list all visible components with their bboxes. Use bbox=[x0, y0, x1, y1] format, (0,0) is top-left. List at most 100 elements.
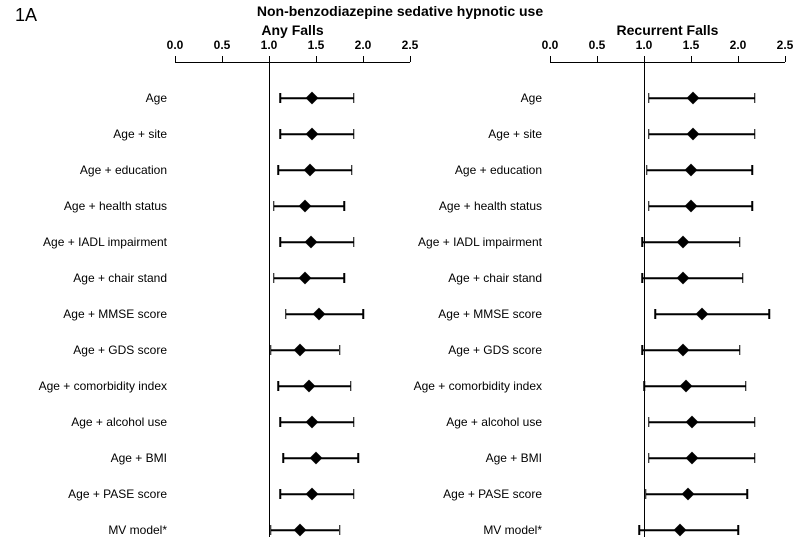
ci-cap-high bbox=[751, 201, 753, 211]
point-estimate-marker bbox=[310, 452, 323, 465]
row-label: Age + BMI bbox=[111, 451, 175, 465]
forest-row: Age + MMSE score bbox=[175, 304, 410, 324]
tick bbox=[363, 56, 364, 62]
ci-cap-high bbox=[754, 129, 756, 139]
tick-label: 0.5 bbox=[589, 38, 606, 52]
row-label: Age + health status bbox=[64, 199, 175, 213]
forest-row: Age + GDS score bbox=[175, 340, 410, 360]
ci-cap-low bbox=[648, 129, 650, 139]
ci-cap-high bbox=[353, 93, 355, 103]
ci-cap-high bbox=[754, 417, 756, 427]
point-estimate-marker bbox=[306, 416, 319, 429]
forest-row: Age + IADL impairment bbox=[175, 232, 410, 252]
point-estimate-marker bbox=[306, 92, 319, 105]
ci-cap-low bbox=[285, 309, 287, 319]
row-label: MV model* bbox=[483, 523, 550, 537]
ci-cap-high bbox=[358, 453, 360, 463]
row-label: Age + MMSE score bbox=[438, 307, 550, 321]
plot-area: 0.00.51.01.52.02.5AgeAge + siteAge + edu… bbox=[550, 42, 785, 537]
forest-row: Age + health status bbox=[550, 196, 785, 216]
point-estimate-marker bbox=[298, 200, 311, 213]
tick-label: 1.5 bbox=[308, 38, 325, 52]
point-estimate-marker bbox=[687, 128, 700, 141]
ci-line bbox=[642, 241, 740, 243]
row-label: Age bbox=[146, 91, 175, 105]
point-estimate-marker bbox=[680, 380, 693, 393]
point-estimate-marker bbox=[304, 164, 317, 177]
ci-line bbox=[649, 97, 755, 99]
x-axis bbox=[550, 62, 785, 63]
tick-label: 2.0 bbox=[355, 38, 372, 52]
forest-row: Age + PASE score bbox=[550, 484, 785, 504]
ci-line bbox=[649, 205, 752, 207]
point-estimate-marker bbox=[686, 416, 699, 429]
row-label: Age + MMSE score bbox=[63, 307, 175, 321]
row-label: Age + education bbox=[455, 163, 550, 177]
forest-row: Age + site bbox=[550, 124, 785, 144]
tick bbox=[691, 56, 692, 62]
forest-row: Age + alcohol use bbox=[175, 412, 410, 432]
point-estimate-marker bbox=[306, 128, 319, 141]
tick bbox=[316, 56, 317, 62]
ci-cap-low bbox=[655, 309, 657, 319]
ci-cap-low bbox=[646, 165, 648, 175]
ci-cap-low bbox=[648, 453, 650, 463]
ci-cap-low bbox=[641, 273, 643, 283]
tick-label: 1.0 bbox=[636, 38, 653, 52]
panel-title: Recurrent Falls bbox=[550, 22, 785, 42]
row-label: Age + alcohol use bbox=[446, 415, 550, 429]
ci-cap-low bbox=[273, 201, 275, 211]
forest-row: Age + education bbox=[550, 160, 785, 180]
tick bbox=[738, 56, 739, 62]
ci-line bbox=[649, 421, 755, 423]
row-label: Age + GDS score bbox=[73, 343, 175, 357]
forest-row: Age + BMI bbox=[550, 448, 785, 468]
tick-label: 1.0 bbox=[261, 38, 278, 52]
ci-line bbox=[649, 457, 755, 459]
point-estimate-marker bbox=[677, 344, 690, 357]
tick bbox=[550, 56, 551, 62]
ci-cap-high bbox=[754, 453, 756, 463]
row-label: Age + chair stand bbox=[448, 271, 550, 285]
ci-cap-low bbox=[282, 453, 284, 463]
ci-cap-low bbox=[648, 93, 650, 103]
ci-cap-low bbox=[280, 93, 282, 103]
tick-label: 0.0 bbox=[167, 38, 184, 52]
forest-row: MV model* bbox=[550, 520, 785, 540]
ci-cap-high bbox=[351, 165, 353, 175]
tick bbox=[175, 56, 176, 62]
ci-cap-low bbox=[280, 237, 282, 247]
row-label: Age + education bbox=[80, 163, 175, 177]
ci-cap-high bbox=[362, 309, 364, 319]
row-label: Age + IADL impairment bbox=[43, 235, 175, 249]
ci-line bbox=[649, 133, 755, 135]
ci-cap-high bbox=[343, 273, 345, 283]
point-estimate-marker bbox=[677, 272, 690, 285]
plot-area: 0.00.51.01.52.02.5AgeAge + siteAge + edu… bbox=[175, 42, 410, 537]
tick-label: 2.5 bbox=[402, 38, 419, 52]
row-label: MV model* bbox=[108, 523, 175, 537]
panel-1: Recurrent Falls0.00.51.01.52.02.5AgeAge … bbox=[550, 22, 785, 542]
ci-line bbox=[642, 277, 743, 279]
point-estimate-marker bbox=[294, 524, 307, 537]
ci-cap-high bbox=[343, 201, 345, 211]
ci-cap-high bbox=[739, 345, 741, 355]
forest-row: Age + chair stand bbox=[550, 268, 785, 288]
ci-cap-low bbox=[641, 237, 643, 247]
tick bbox=[785, 56, 786, 62]
forest-row: Age + alcohol use bbox=[550, 412, 785, 432]
point-estimate-marker bbox=[673, 524, 686, 537]
forest-row: Age bbox=[175, 88, 410, 108]
ci-cap-low bbox=[645, 489, 647, 499]
ci-cap-low bbox=[278, 381, 280, 391]
ci-cap-low bbox=[278, 165, 280, 175]
ci-line bbox=[646, 493, 748, 495]
ci-cap-high bbox=[339, 345, 341, 355]
ci-cap-low bbox=[270, 345, 272, 355]
ci-line bbox=[647, 169, 752, 171]
forest-row: Age + comorbidity index bbox=[175, 376, 410, 396]
row-label: Age + IADL impairment bbox=[418, 235, 550, 249]
point-estimate-marker bbox=[303, 380, 316, 393]
ci-cap-high bbox=[754, 93, 756, 103]
row-label: Age + health status bbox=[439, 199, 550, 213]
